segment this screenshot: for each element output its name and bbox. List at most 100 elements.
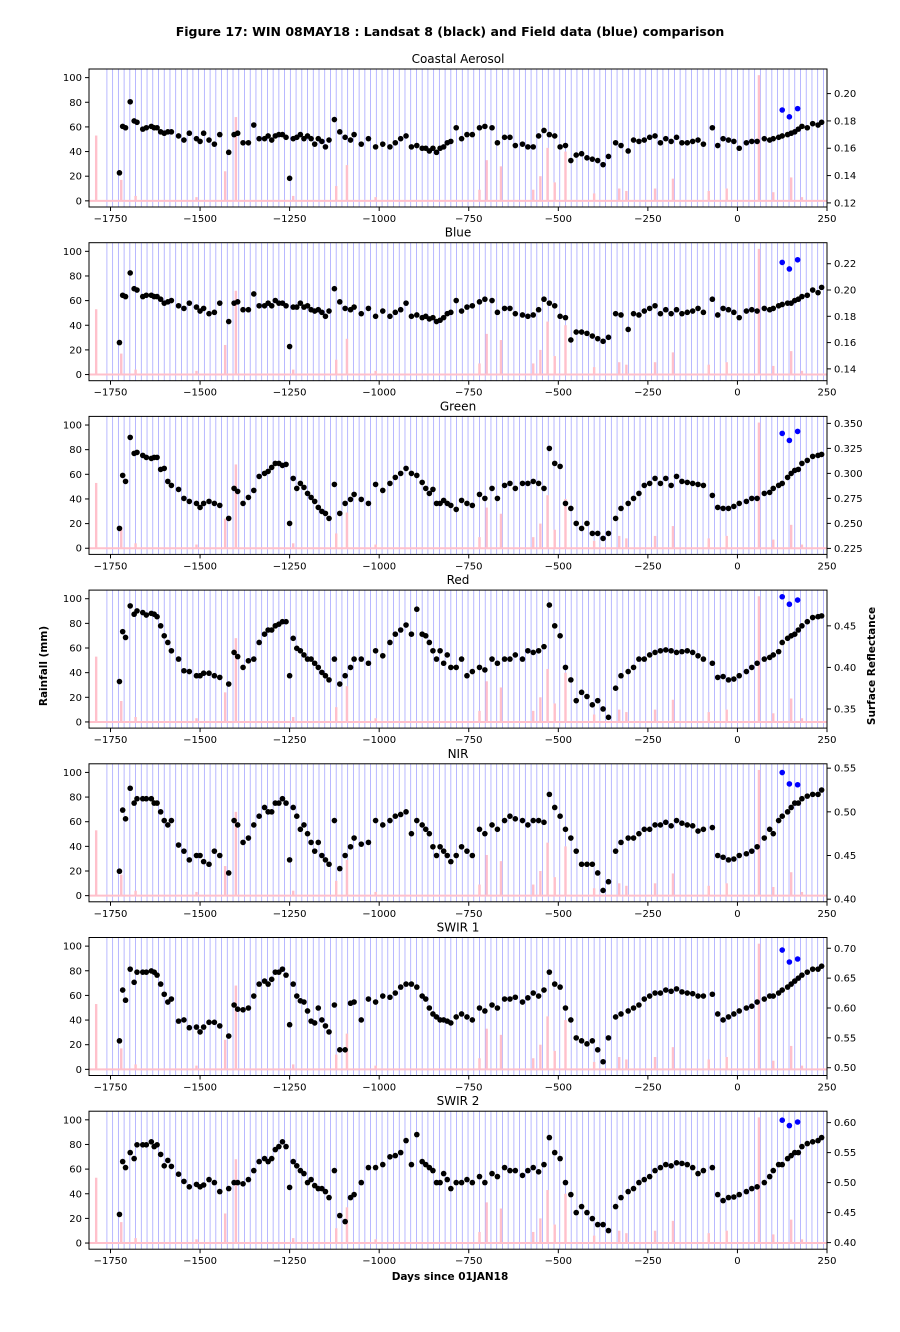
landsat-point [157, 623, 164, 629]
landsat-point [216, 1188, 223, 1195]
rainfall-bar [539, 349, 542, 375]
landsat-point [426, 639, 433, 646]
landsat-point [157, 981, 164, 987]
landsat-point [541, 987, 547, 993]
landsat-point [283, 618, 289, 625]
field-point [779, 1117, 786, 1123]
landsat-point [652, 475, 658, 482]
landsat-point [181, 848, 187, 854]
left-tick-label: 40 [69, 1016, 82, 1027]
x-tick-label: 250 [817, 1256, 836, 1267]
landsat-point [245, 1005, 252, 1011]
rainfall-bar [94, 482, 98, 549]
landsat-point [403, 981, 409, 987]
right-tick-label: 0.40 [834, 663, 856, 674]
panel-swir-2: SWIR 2 0 20 40 60 80 100 0.40 0.45 0.50 0.55 0.60 −1… [63, 1094, 856, 1267]
landsat-point [652, 1167, 658, 1174]
landsat-point [175, 133, 182, 139]
landsat-point [668, 482, 674, 489]
landsat-point [358, 141, 365, 147]
landsat-point [414, 472, 420, 479]
landsat-point [761, 490, 768, 497]
landsat-point [625, 326, 631, 333]
landsat-point [440, 660, 447, 667]
landsat-point [283, 800, 289, 806]
landsat-point [387, 994, 393, 1001]
landsat-point [743, 1188, 750, 1195]
overpass-lines [106, 1111, 824, 1250]
landsat-point [387, 313, 393, 320]
landsat-point [358, 1179, 365, 1186]
x-tick-label: −1250 [273, 1256, 307, 1267]
landsat-point [652, 649, 658, 656]
rainfall-bar [564, 325, 567, 375]
landsat-point [365, 500, 372, 507]
landsat-point [689, 308, 696, 314]
landsat-point [351, 1191, 357, 1198]
x-tick-label: −500 [545, 1083, 572, 1094]
rainfall-bar [757, 75, 761, 201]
landsat-point [392, 474, 399, 481]
landsat-point [414, 984, 420, 990]
landsat-point [804, 124, 811, 131]
landsat-point [336, 1047, 343, 1053]
rainfall-bar [345, 686, 349, 722]
landsat-point [250, 822, 257, 828]
landsat-point [379, 652, 386, 659]
left-tick-label: 0 [76, 1065, 82, 1076]
landsat-point [372, 817, 379, 824]
landsat-point [290, 1158, 297, 1165]
landsat-point [319, 309, 325, 316]
figure-title: Figure 17: WIN 08MAY18 : Landsat 8 (blac… [175, 24, 725, 39]
landsat-point [519, 141, 526, 147]
landsat-point [709, 991, 716, 998]
field-point [786, 781, 793, 787]
landsat-point [799, 460, 805, 467]
landsat-point [286, 175, 293, 182]
landsat-point [143, 612, 150, 618]
landsat-point [265, 981, 271, 987]
landsat-point [245, 494, 252, 501]
rainfall-bar [671, 699, 675, 722]
landsat-point [225, 681, 232, 687]
landsat-point [206, 670, 212, 677]
landsat-point [754, 308, 760, 314]
landsat-point [392, 139, 399, 146]
rainfall-bar [345, 165, 349, 201]
overpass-lines [106, 590, 824, 729]
landsat-point [143, 454, 150, 461]
landsat-point [714, 852, 721, 859]
landsat-point [181, 305, 187, 312]
landsat-point [775, 648, 782, 655]
right-tick-label: 0.12 [834, 198, 856, 209]
landsat-point [636, 830, 642, 837]
landsat-point [403, 809, 409, 815]
landsat-point [331, 285, 338, 292]
left-tick-label: 60 [69, 817, 82, 828]
landsat-point [525, 995, 531, 1001]
landsat-point [695, 305, 701, 312]
x-tick-label: −1250 [273, 735, 307, 746]
rainfall-bar [532, 710, 535, 722]
left-tick-label: 60 [69, 122, 82, 133]
landsat-point [494, 309, 501, 316]
field-point [794, 105, 801, 112]
landsat-point [422, 826, 429, 833]
landsat-point [625, 148, 631, 154]
landsat-point [594, 157, 601, 164]
rainfall-bar [618, 535, 621, 549]
x-tick-label: −1000 [362, 1083, 396, 1094]
landsat-point [448, 664, 454, 671]
landsat-point [809, 120, 816, 127]
rainfall-bar [374, 197, 377, 201]
landsat-point [700, 826, 707, 833]
landsat-point [119, 472, 126, 479]
landsat-point [589, 156, 596, 162]
landsat-point [444, 852, 451, 859]
landsat-point [731, 856, 737, 862]
landsat-point [668, 1163, 674, 1169]
panel-nir: NIR 0 20 40 60 80 100 0.40 0.45 0.50 0.55 −1750 −150… [63, 747, 856, 920]
landsat-point [641, 137, 648, 143]
landsat-point [283, 134, 289, 141]
landsat-point [134, 287, 140, 293]
